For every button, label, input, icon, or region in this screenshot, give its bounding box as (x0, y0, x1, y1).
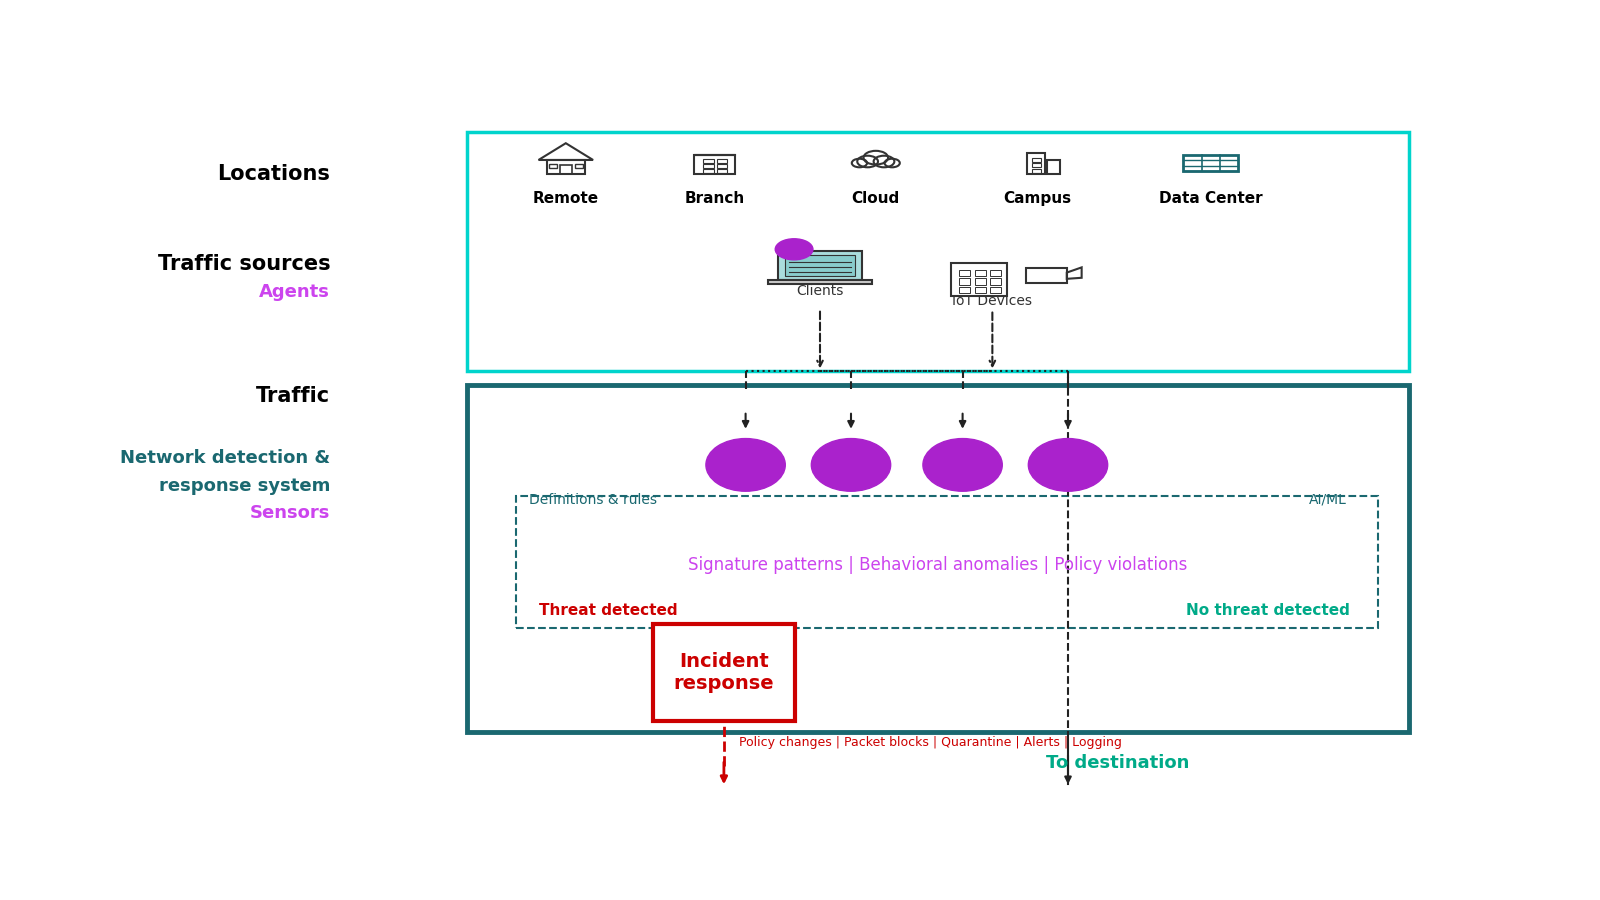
Text: Network detection &: Network detection & (120, 449, 330, 467)
Bar (1046, 160, 1061, 174)
Bar (1032, 169, 1042, 173)
Text: Signature patterns | Behavioral anomalies | Policy violations: Signature patterns | Behavioral anomalie… (688, 556, 1187, 574)
Bar (547, 160, 586, 174)
Bar (974, 278, 986, 284)
Bar (717, 164, 726, 168)
Text: Campus: Campus (1003, 191, 1070, 205)
Bar (1184, 155, 1238, 171)
Bar (702, 169, 714, 173)
Text: Definitions & rules: Definitions & rules (528, 492, 656, 507)
Bar (549, 164, 557, 168)
Bar (952, 263, 1008, 296)
Bar (560, 166, 571, 174)
Bar (694, 156, 734, 174)
Bar (1032, 164, 1042, 167)
Ellipse shape (1029, 438, 1107, 491)
Text: Data Center: Data Center (1158, 191, 1262, 205)
Bar (958, 278, 970, 284)
FancyBboxPatch shape (467, 385, 1410, 732)
Bar (702, 164, 714, 168)
Bar (974, 287, 986, 293)
Text: Agents: Agents (259, 283, 330, 301)
Ellipse shape (706, 438, 786, 491)
Bar (574, 164, 582, 168)
Bar (784, 255, 856, 275)
Bar (1026, 268, 1067, 283)
Text: No threat detected: No threat detected (1186, 603, 1350, 618)
Text: Cloud: Cloud (851, 191, 899, 205)
Text: Traffic sources: Traffic sources (157, 254, 330, 274)
Bar (717, 169, 726, 173)
Text: IoT Devices: IoT Devices (952, 293, 1032, 308)
Ellipse shape (923, 438, 1002, 491)
Text: To destination: To destination (1046, 754, 1189, 772)
Bar (990, 270, 1002, 276)
Bar (768, 280, 872, 284)
Text: Threat detected: Threat detected (539, 603, 677, 618)
Text: Remote: Remote (533, 191, 598, 205)
FancyBboxPatch shape (653, 625, 795, 721)
Bar (958, 270, 970, 276)
Text: Sensors: Sensors (250, 504, 330, 522)
Bar (717, 159, 726, 163)
Bar (1027, 153, 1045, 174)
Bar (1032, 158, 1042, 162)
Bar (694, 154, 734, 156)
Ellipse shape (811, 438, 891, 491)
Ellipse shape (776, 238, 813, 260)
FancyBboxPatch shape (467, 132, 1410, 372)
Text: Traffic: Traffic (256, 385, 330, 406)
Bar (974, 270, 986, 276)
Text: Clients: Clients (797, 284, 843, 299)
Bar (778, 250, 862, 280)
Bar (958, 287, 970, 293)
Bar (702, 159, 714, 163)
Text: Locations: Locations (218, 164, 330, 184)
Text: Policy changes | Packet blocks | Quarantine | Alerts | Logging: Policy changes | Packet blocks | Quarant… (739, 735, 1122, 749)
Text: AI/ML: AI/ML (1309, 492, 1347, 507)
FancyBboxPatch shape (517, 496, 1378, 628)
Text: Incident
response: Incident response (674, 652, 774, 693)
Bar (990, 278, 1002, 284)
Text: response system: response system (158, 477, 330, 495)
Bar (990, 287, 1002, 293)
Text: Branch: Branch (685, 191, 744, 205)
